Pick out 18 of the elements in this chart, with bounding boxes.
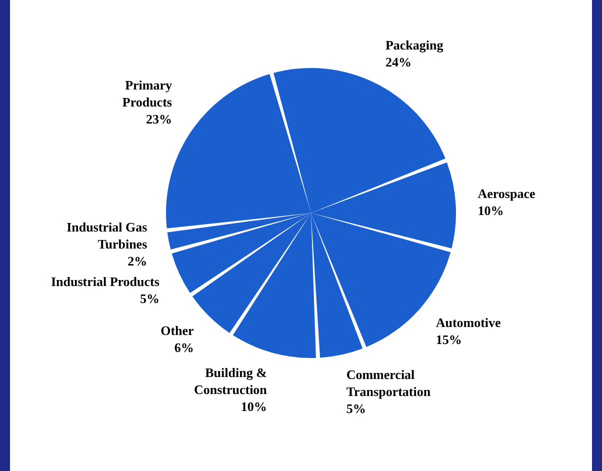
data-label: 10%: [240, 399, 267, 414]
data-label: 23%: [146, 111, 172, 126]
slice-label: Building & Construction: [194, 365, 268, 398]
data-label: 5%: [140, 291, 160, 306]
slice-label: Packaging: [385, 37, 444, 52]
data-label: 6%: [174, 340, 194, 355]
slice-label: Industrial Gas Turbines: [66, 219, 148, 252]
slice-label: Primary Products: [122, 77, 172, 110]
slice-label: Commercial Transportation: [346, 367, 432, 400]
data-label: 10%: [478, 203, 504, 218]
data-label: 24%: [385, 54, 412, 70]
slice-label: Automotive: [436, 314, 502, 330]
slice-label: Aerospace: [478, 186, 536, 202]
data-label: 2%: [128, 253, 148, 268]
slice-label: Other: [160, 322, 194, 338]
data-label: 5%: [346, 401, 366, 416]
slice-label: Industrial Products: [50, 274, 160, 290]
data-label: 15%: [436, 332, 462, 347]
